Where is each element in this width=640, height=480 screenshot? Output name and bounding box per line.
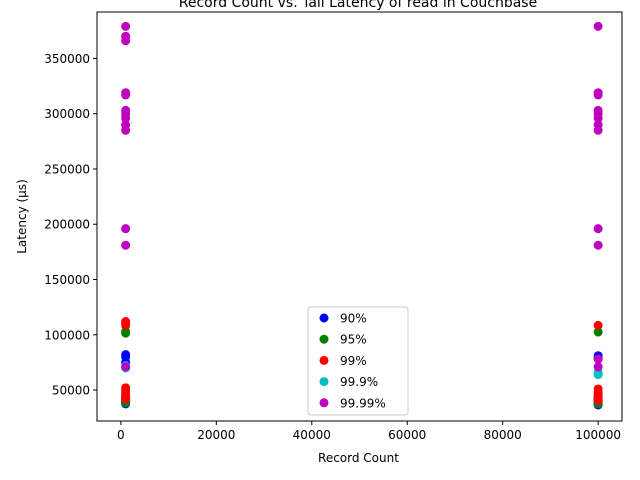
x-tick-label: 0 [117, 428, 125, 442]
data-point [593, 327, 603, 337]
y-tick-label: 150000 [44, 273, 90, 287]
y-tick-label: 100000 [44, 328, 90, 342]
legend-label: 99% [340, 354, 367, 368]
legend-marker [319, 334, 329, 344]
data-point [593, 384, 603, 394]
legend: 90% 95% 99% 99.9% 99.99% [307, 306, 409, 416]
data-point [593, 224, 603, 234]
data-point [121, 240, 131, 250]
data-point [121, 362, 131, 372]
data-points [121, 21, 603, 410]
data-point [121, 224, 131, 234]
y-tick-label: 250000 [44, 162, 90, 176]
data-point [593, 120, 603, 130]
legend-label: 99.99% [340, 396, 386, 410]
x-axis-label: Record Count [318, 451, 399, 465]
legend-marker [319, 355, 329, 365]
x-tick-label: 100000 [575, 428, 621, 442]
y-tick-label: 50000 [52, 384, 90, 398]
legend-marker [319, 313, 329, 323]
axis-ticks: 0 20000 40000 60000 80000 100000 50000 100000 15… [44, 52, 621, 442]
chart-title: Record Count vs. Tail Latency of read in… [179, 0, 537, 11]
data-point [121, 31, 131, 41]
y-axis-label: Latency (µs) [15, 179, 29, 254]
legend-frame [307, 306, 409, 416]
legend-label: 99.9% [340, 375, 378, 389]
legend-label: 90% [340, 312, 367, 326]
data-point [121, 105, 131, 115]
data-point [593, 240, 603, 250]
data-point [593, 362, 603, 372]
x-tick-label: 60000 [388, 428, 426, 442]
data-point [593, 105, 603, 115]
x-tick-label: 20000 [197, 428, 235, 442]
plot-frame [96, 11, 623, 422]
y-tick-label: 350000 [44, 52, 90, 66]
legend-marker [319, 377, 329, 387]
x-tick-label: 40000 [293, 428, 331, 442]
data-point [593, 354, 603, 364]
data-point [121, 383, 131, 393]
data-point [121, 350, 131, 360]
data-point [121, 21, 131, 31]
data-point [593, 21, 603, 31]
legend-marker [319, 398, 329, 408]
x-tick-label: 80000 [484, 428, 522, 442]
data-point [121, 317, 131, 327]
data-point [121, 120, 131, 130]
y-tick-label: 300000 [44, 107, 90, 121]
data-point [121, 88, 131, 98]
y-tick-label: 200000 [44, 218, 90, 232]
legend-label: 95% [340, 333, 367, 347]
data-point [593, 320, 603, 330]
data-point [593, 88, 603, 98]
